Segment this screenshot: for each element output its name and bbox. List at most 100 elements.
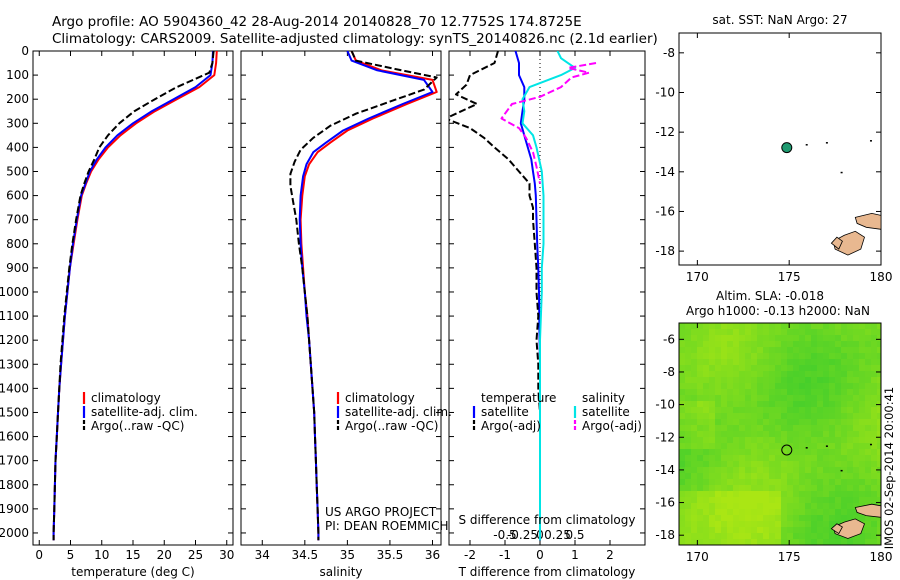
sla-cell bbox=[865, 461, 871, 467]
sla-cell bbox=[685, 497, 691, 503]
sla-cell bbox=[847, 467, 853, 473]
sla-cell bbox=[781, 347, 787, 353]
sla-cell bbox=[697, 473, 703, 479]
sla-cell bbox=[871, 377, 877, 383]
sla-cell bbox=[679, 425, 685, 431]
sla-cell bbox=[691, 437, 697, 443]
sla-cell bbox=[853, 383, 859, 389]
sla-cell bbox=[865, 527, 871, 533]
sla-cell bbox=[691, 341, 697, 347]
sla-cell bbox=[775, 491, 781, 497]
sla-cell bbox=[691, 497, 697, 503]
x-tick-label: 35.5 bbox=[377, 548, 404, 562]
sla-cell bbox=[709, 395, 715, 401]
difference-panel bbox=[448, 50, 646, 546]
sla-cell bbox=[781, 353, 787, 359]
sla-cell bbox=[787, 467, 793, 473]
sla-cell bbox=[721, 503, 727, 509]
sla-cell bbox=[877, 425, 881, 431]
sla-cell bbox=[703, 401, 709, 407]
sla-cell bbox=[691, 479, 697, 485]
sla-cell bbox=[739, 335, 745, 341]
sla-cell bbox=[703, 359, 709, 365]
sla-cell bbox=[835, 341, 841, 347]
sla-cell bbox=[697, 401, 703, 407]
sla-cell bbox=[697, 491, 703, 497]
sla-cell bbox=[703, 491, 709, 497]
sla-cell bbox=[685, 413, 691, 419]
sla-cell bbox=[793, 449, 799, 455]
sla-cell bbox=[727, 503, 733, 509]
sla-cell bbox=[823, 533, 829, 539]
temperature-xlabel: temperature (deg C) bbox=[71, 565, 194, 579]
sla-cell bbox=[721, 479, 727, 485]
sla-cell bbox=[787, 323, 793, 329]
sla-cell bbox=[865, 341, 871, 347]
sla-cell bbox=[775, 329, 781, 335]
temperature-legend: climatology satellite-adj. clim. Argo(..… bbox=[82, 391, 198, 433]
sla-cell bbox=[715, 347, 721, 353]
sla-cell bbox=[835, 449, 841, 455]
sla-cell bbox=[709, 479, 715, 485]
sla-cell bbox=[769, 533, 775, 539]
sla-cell bbox=[829, 521, 835, 527]
sla-cell bbox=[703, 431, 709, 437]
sla-cell bbox=[871, 419, 877, 425]
sla-cell bbox=[841, 365, 847, 371]
sla-cell bbox=[703, 539, 709, 545]
sla-cell bbox=[715, 383, 721, 389]
sla-cell bbox=[811, 521, 817, 527]
sla-cell bbox=[769, 401, 775, 407]
sla-cell bbox=[871, 353, 877, 359]
sla-cell bbox=[823, 491, 829, 497]
sla-cell bbox=[871, 521, 877, 527]
sla-cell bbox=[811, 515, 817, 521]
sla-cell bbox=[823, 509, 829, 515]
sla-cell bbox=[745, 365, 751, 371]
sla-cell bbox=[865, 335, 871, 341]
sla-cell bbox=[691, 503, 697, 509]
sla-cell bbox=[733, 533, 739, 539]
sla-cell bbox=[781, 485, 787, 491]
sla-cell bbox=[745, 515, 751, 521]
sla-cell bbox=[871, 461, 877, 467]
sla-cell bbox=[793, 533, 799, 539]
sla-cell bbox=[715, 365, 721, 371]
sla-cell bbox=[877, 389, 881, 395]
sla-cell bbox=[697, 407, 703, 413]
sla-cell bbox=[763, 419, 769, 425]
sla-cell bbox=[859, 353, 865, 359]
sla-cell bbox=[811, 347, 817, 353]
difference-xlabel: T difference from climatology bbox=[458, 565, 636, 579]
sla-cell bbox=[685, 527, 691, 533]
sla-cell bbox=[757, 455, 763, 461]
sla-cell bbox=[841, 401, 847, 407]
map-y-tick-label: -6 bbox=[663, 332, 675, 346]
sla-cell bbox=[727, 467, 733, 473]
sla-cell bbox=[709, 533, 715, 539]
sla-cell bbox=[727, 491, 733, 497]
sla-cell bbox=[757, 371, 763, 377]
sla-cell bbox=[805, 497, 811, 503]
sla-cell bbox=[823, 335, 829, 341]
sla-cell bbox=[823, 341, 829, 347]
sla-cell bbox=[871, 425, 877, 431]
sla-cell bbox=[805, 437, 811, 443]
legend-label-t-argo: Argo(-adj) bbox=[481, 419, 541, 433]
sla-cell bbox=[727, 539, 733, 545]
sla-cell bbox=[733, 395, 739, 401]
sla-cell bbox=[811, 329, 817, 335]
sla-cell bbox=[841, 485, 847, 491]
sla-cell bbox=[727, 455, 733, 461]
sla-cell bbox=[835, 359, 841, 365]
sla-cell bbox=[739, 401, 745, 407]
sla-cell bbox=[691, 395, 697, 401]
sla-cell bbox=[793, 503, 799, 509]
sla-cell bbox=[877, 335, 881, 341]
sla-cell bbox=[715, 539, 721, 545]
sla-cell bbox=[853, 443, 859, 449]
sla-cell bbox=[679, 509, 685, 515]
x-tick-label: 25 bbox=[188, 548, 203, 562]
difference-legend: temperature satellite Argo(-adj) salinit… bbox=[472, 391, 642, 433]
s-tick-label: -0.5 bbox=[493, 528, 516, 542]
